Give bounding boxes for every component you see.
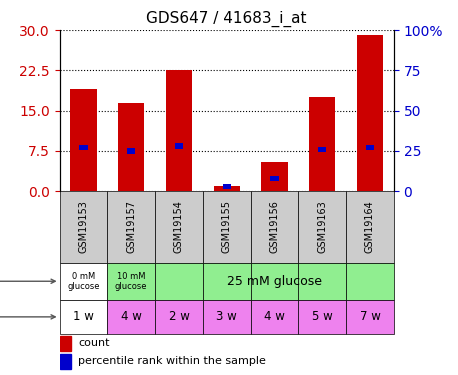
Text: growth protocol: growth protocol	[0, 276, 55, 286]
Bar	[223, 184, 231, 189]
Bar	[366, 145, 374, 150]
Text: 0 mM
glucose: 0 mM glucose	[67, 272, 100, 291]
Bar	[251, 262, 298, 300]
Bar	[346, 262, 394, 300]
Bar	[166, 70, 192, 191]
Text: 10 mM
glucose: 10 mM glucose	[115, 272, 147, 291]
Bar	[298, 262, 346, 300]
Text: GSM19164: GSM19164	[365, 201, 375, 253]
Bar	[213, 186, 240, 191]
Text: GSM19154: GSM19154	[174, 200, 184, 254]
Bar	[203, 262, 251, 300]
Text: 25 mM glucose: 25 mM glucose	[227, 275, 322, 288]
Text: GSM19157: GSM19157	[126, 200, 136, 254]
Bar	[346, 191, 394, 262]
Text: 5 w: 5 w	[312, 310, 333, 323]
Text: GSM19155: GSM19155	[222, 200, 232, 254]
Text: 1 w: 1 w	[73, 310, 94, 323]
Bar	[298, 191, 346, 262]
Text: 4 w: 4 w	[264, 310, 285, 323]
Bar	[251, 191, 298, 262]
Bar	[155, 191, 203, 262]
Bar	[175, 143, 183, 149]
Bar	[107, 262, 155, 300]
Text: 3 w: 3 w	[216, 310, 237, 323]
Bar	[298, 300, 346, 334]
Bar	[155, 262, 203, 300]
Bar	[262, 162, 288, 191]
Bar	[60, 354, 71, 369]
Bar	[107, 191, 155, 262]
Text: GSM19156: GSM19156	[269, 200, 279, 254]
Bar	[203, 300, 251, 334]
Bar	[70, 89, 97, 191]
Bar	[60, 262, 107, 300]
Bar	[346, 300, 394, 334]
Bar	[60, 191, 107, 262]
Bar	[127, 148, 136, 154]
Title: GDS647 / 41683_i_at: GDS647 / 41683_i_at	[147, 11, 307, 27]
Text: 4 w: 4 w	[121, 310, 142, 323]
Text: GSM19163: GSM19163	[317, 201, 327, 253]
Bar	[270, 176, 278, 181]
Bar	[309, 97, 335, 191]
Bar	[251, 300, 298, 334]
Text: time: time	[0, 312, 55, 322]
Text: 7 w: 7 w	[360, 310, 381, 323]
Text: 2 w: 2 w	[169, 310, 190, 323]
Bar	[155, 300, 203, 334]
Bar	[60, 336, 71, 351]
Text: count: count	[78, 339, 109, 348]
Text: GSM19153: GSM19153	[78, 200, 88, 254]
Bar	[79, 145, 87, 150]
Bar	[318, 147, 327, 152]
Bar	[60, 300, 107, 334]
Bar	[118, 103, 144, 191]
Bar	[203, 191, 251, 262]
Bar	[357, 35, 383, 191]
Text: percentile rank within the sample: percentile rank within the sample	[78, 357, 266, 366]
Bar	[107, 300, 155, 334]
